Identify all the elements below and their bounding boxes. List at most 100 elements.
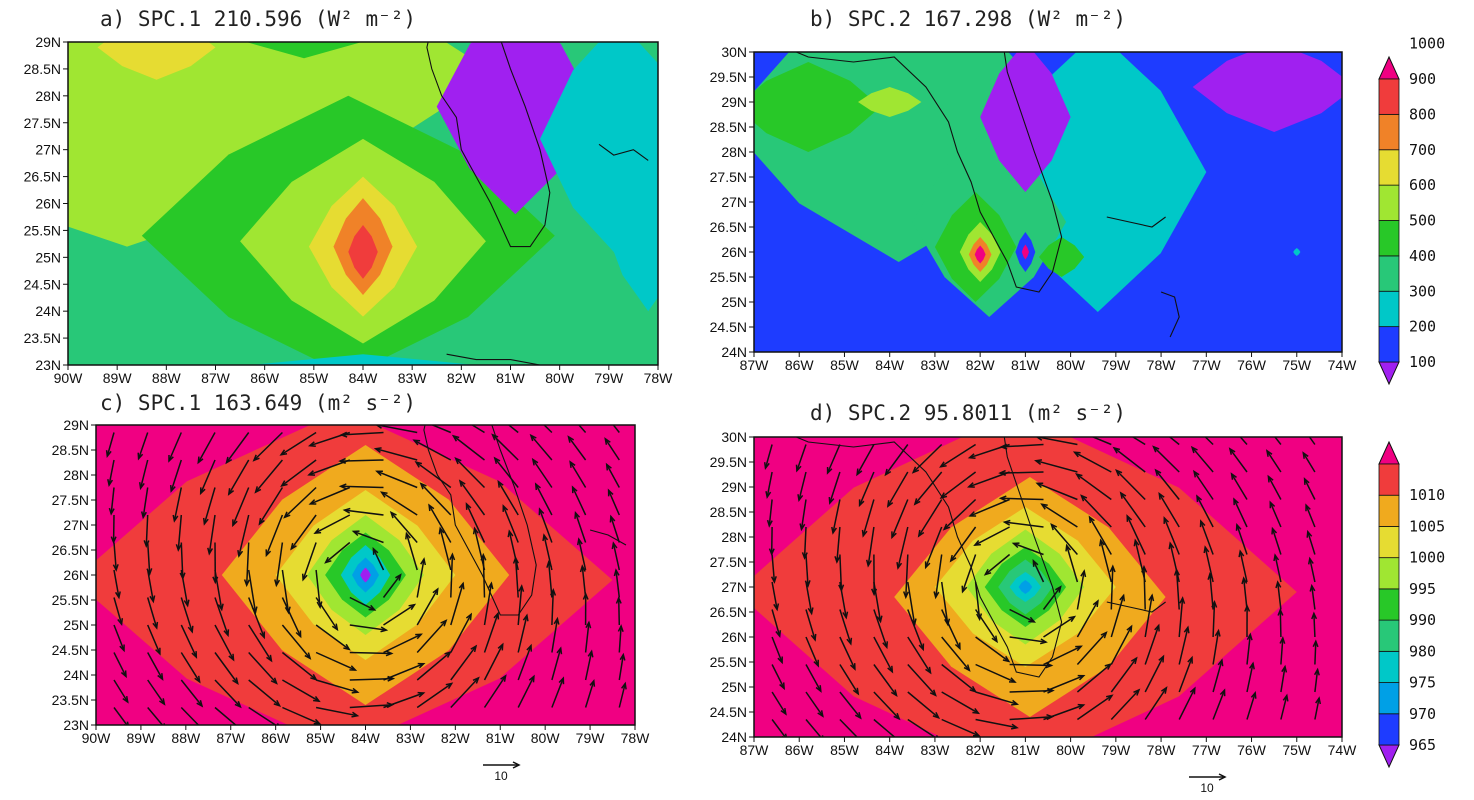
wind-arrow <box>1144 595 1153 638</box>
wind-arrow <box>1110 657 1138 693</box>
wind-arrow-head <box>828 497 835 505</box>
contour-region <box>974 245 986 264</box>
wind-arrow-head <box>1250 690 1257 699</box>
wind-arrow <box>110 487 115 514</box>
coastline <box>426 42 551 248</box>
contour-region <box>1018 580 1033 594</box>
wind-arrow <box>839 718 858 737</box>
wind-arrow-head <box>307 441 316 447</box>
wind-arrow-head <box>942 523 951 531</box>
wind-arrow <box>1314 697 1320 720</box>
wind-arrow-head <box>1183 625 1190 634</box>
wind-arrow-head <box>169 485 176 493</box>
wind-arrow <box>517 675 535 708</box>
wind-arrow <box>530 434 553 461</box>
wind-arrow <box>1076 570 1085 610</box>
wind-arrow <box>483 675 507 708</box>
wind-arrow <box>340 485 384 489</box>
wind-arrow-head <box>117 618 124 627</box>
wind-arrow <box>1076 473 1112 501</box>
panel-d-field <box>754 437 1342 737</box>
wind-arrow <box>310 486 351 505</box>
wind-arrow-head <box>966 482 975 488</box>
wind-arrow <box>805 609 816 641</box>
wind-arrow-head <box>973 540 981 546</box>
x-tick-label: 90W <box>54 370 84 386</box>
wind-arrow-head <box>284 606 291 615</box>
wind-arrow-head <box>775 630 782 639</box>
wind-arrow-head <box>1303 477 1310 485</box>
colorbar-swatch <box>1378 682 1400 715</box>
wind-arrow-head <box>1133 688 1141 696</box>
wind-arrow-head <box>939 461 947 468</box>
panel-b-title: b) SPC.2 167.298 (W² m⁻²) <box>810 7 1126 31</box>
wind-arrow <box>113 542 117 571</box>
wind-arrow <box>873 581 882 622</box>
wind-arrow <box>1076 663 1112 693</box>
wind-arrow <box>497 481 519 516</box>
wind-arrow-head <box>972 707 981 715</box>
wind-arrow <box>907 691 940 719</box>
wind-arrow-head <box>342 507 351 514</box>
x-tick-label: 82W <box>966 357 996 373</box>
wind-arrow-head <box>1092 599 1099 608</box>
y-tick-label: 27N <box>721 579 747 595</box>
wind-arrow <box>315 569 321 608</box>
wind-arrow <box>1308 437 1316 445</box>
wind-arrow <box>214 706 237 725</box>
wind-arrow <box>907 636 932 674</box>
wind-arrow <box>455 457 486 489</box>
wind-arrow-head <box>497 479 504 488</box>
wind-arrow-head <box>175 544 182 552</box>
wind-arrow-head <box>810 633 817 642</box>
wind-arrow <box>839 609 852 645</box>
wind-arrow <box>617 597 621 626</box>
wind-arrow <box>618 625 622 653</box>
contour-region <box>436 42 595 215</box>
wind-arrow <box>1043 704 1084 721</box>
wind-arrow-head <box>961 585 968 594</box>
wind-arrow <box>1230 473 1248 500</box>
wind-arrow-head <box>207 547 214 556</box>
wind-arrow <box>1080 495 1112 528</box>
y-tick-label: 26N <box>721 629 747 645</box>
wind-arrow-head <box>228 653 235 662</box>
wind-arrow-head <box>1119 593 1126 602</box>
wind-arrow <box>245 542 250 586</box>
x-tick-label: 84W <box>349 370 379 386</box>
wind-arrow <box>281 651 317 681</box>
wind-arrow <box>1152 446 1180 473</box>
colorbar-min-extend <box>1378 744 1400 769</box>
y-tick-label: 26N <box>63 567 89 583</box>
colorbar-psl: 965 970 975 980 990 995 1000 1005 1010 <box>1378 440 1445 769</box>
x-tick-label: 79W <box>1101 742 1131 758</box>
wind-arrow <box>771 691 787 715</box>
y-tick-label: 28N <box>35 88 61 104</box>
wind-arrow <box>416 619 447 654</box>
wind-arrow <box>145 514 149 547</box>
wind-arrow <box>1035 459 1078 473</box>
wind-arrow <box>1204 546 1214 583</box>
wind-arrow-head <box>1311 611 1318 620</box>
wind-arrow-head <box>556 646 563 655</box>
wind-arrow-head <box>607 488 614 497</box>
y-tick-label: 24N <box>35 303 61 319</box>
wind-arrow-head <box>1040 503 1048 510</box>
wind-arrow <box>1004 521 1044 528</box>
colorbar-max-extend <box>1378 55 1400 80</box>
wind-arrow <box>177 514 183 551</box>
y-tick-label: 28N <box>721 529 747 545</box>
coastline <box>589 529 627 546</box>
wind-arrow <box>415 461 452 489</box>
wind-arrow-head <box>817 710 824 718</box>
x-tick-label: 85W <box>299 370 329 386</box>
panel-d-title: d) SPC.2 95.8011 (m² s⁻²) <box>810 401 1126 425</box>
wind-arrow-head <box>223 629 230 638</box>
wind-arrow <box>918 499 943 537</box>
wind-arrow-head <box>1273 553 1280 562</box>
wind-arrow <box>543 425 553 434</box>
wind-arrow <box>1246 663 1254 693</box>
y-tick-label: 28.5N <box>24 61 61 77</box>
wind-arrow-head <box>518 584 525 592</box>
wind-arrow <box>108 459 115 486</box>
